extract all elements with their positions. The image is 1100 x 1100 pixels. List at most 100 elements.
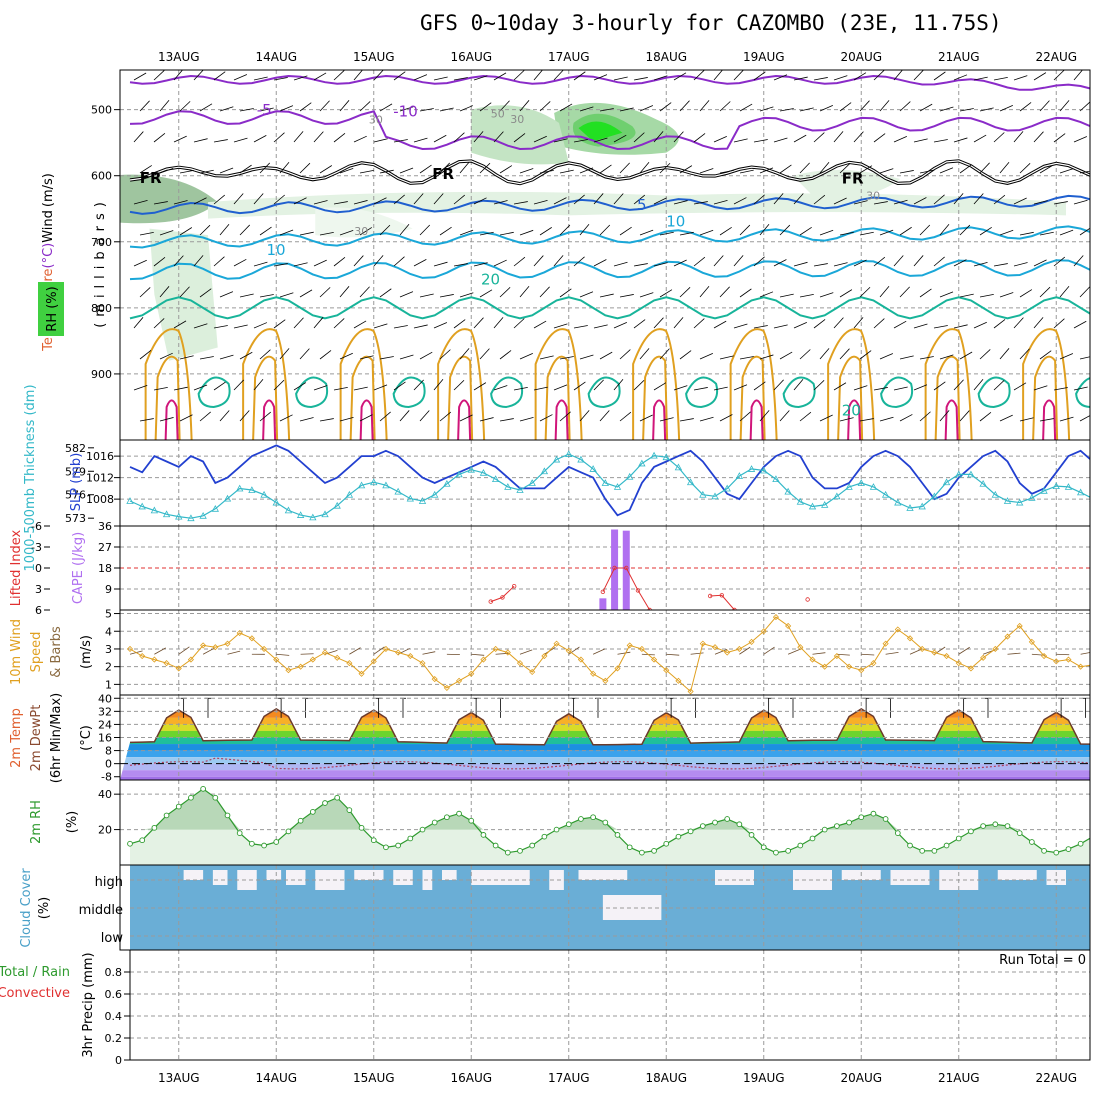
- top-date-label: 14AUG: [255, 50, 297, 64]
- rh-marker: [639, 849, 645, 856]
- wind-barb: [519, 416, 534, 422]
- wind-barb: [893, 386, 908, 391]
- wind-barb: [839, 348, 850, 360]
- wind-speed-marker: [797, 644, 804, 651]
- wind-barb: [453, 319, 466, 329]
- wind-barb: [873, 318, 885, 329]
- wind-barb: [859, 231, 874, 236]
- isotherm-25-cell: [339, 328, 388, 440]
- contour-label: 20: [842, 402, 861, 420]
- rh-marker: [943, 842, 950, 849]
- rh-marker: [188, 794, 194, 801]
- wind-barb: [1019, 417, 1034, 422]
- wind-barb: [959, 164, 972, 174]
- wind-barb: [379, 411, 391, 422]
- wind-barb: [673, 259, 687, 267]
- wind-barb: [879, 229, 894, 236]
- wind-speed-marker: [126, 645, 134, 653]
- thickness-marker: [967, 470, 975, 478]
- rh-marker: [748, 832, 755, 838]
- temp-ylabel-4: (°C): [79, 725, 94, 751]
- wind-barb: [393, 194, 405, 205]
- wind-speed-marker: [772, 614, 780, 621]
- precip-frame: [129, 949, 1091, 1061]
- wind-barb: [233, 324, 248, 329]
- surface-wind-barb: [471, 653, 485, 656]
- wind-barb: [479, 348, 490, 360]
- wind-barb: [299, 348, 310, 360]
- wind-speed-marker: [687, 688, 694, 695]
- thickness-marker: [357, 481, 366, 489]
- wind-barb: [513, 70, 525, 81]
- wind-barb: [553, 138, 568, 143]
- thickness-marker: [211, 504, 219, 512]
- wind-barb: [473, 197, 487, 205]
- surface-wind-barb: [909, 648, 923, 655]
- rh-marker: [590, 814, 596, 821]
- wind-barb: [899, 101, 911, 112]
- wind-speed-marker: [565, 647, 572, 654]
- thickness-marker: [236, 484, 244, 492]
- wind-barb: [1033, 317, 1044, 329]
- thickness-marker: [309, 513, 317, 521]
- temp-band: [120, 730, 1090, 738]
- wind-barb: [293, 262, 308, 267]
- wind-barb: [433, 193, 444, 205]
- wind-barb: [573, 71, 586, 81]
- wind-speed-marker: [516, 660, 524, 667]
- wind-speed-marker: [200, 642, 207, 649]
- wind-barb: [593, 379, 604, 391]
- wind-barb: [893, 70, 903, 81]
- rh-marker: [127, 840, 133, 847]
- rh-marker: [846, 819, 852, 826]
- wind-barb: [739, 411, 751, 422]
- wind-barb: [999, 162, 1010, 174]
- wind-barb: [1019, 289, 1033, 298]
- wind-barb: [819, 348, 830, 360]
- wind-barb: [759, 410, 770, 422]
- wind-barb: [213, 381, 226, 391]
- wind-barb: [513, 256, 526, 267]
- wind-speed-marker: [1053, 658, 1060, 665]
- wind-barb: [493, 72, 507, 81]
- wind-barb: [153, 257, 166, 267]
- rh-marker: [907, 842, 913, 849]
- wind-barb: [759, 167, 774, 174]
- wind-barb: [439, 294, 454, 298]
- precip-ylabel-total-rain: Total / Rain: [0, 965, 70, 980]
- wind-barb: [533, 320, 547, 329]
- wind-tick-label: 2: [105, 661, 112, 674]
- wind-barb: [1019, 102, 1032, 112]
- wind-barb: [353, 135, 367, 143]
- temp-band: [120, 757, 1090, 764]
- thickness-marker: [857, 479, 865, 486]
- contour-label: 10: [666, 213, 685, 231]
- wind-barb: [559, 169, 574, 174]
- wind-barb: [1019, 348, 1030, 360]
- bottom-date-label: 19AUG: [743, 1071, 785, 1085]
- rh-marker: [736, 821, 743, 828]
- wind-barb: [319, 418, 334, 422]
- surface-wind-barb: [1007, 652, 1021, 655]
- wind-speed-marker: [455, 677, 463, 684]
- wind-barb: [233, 137, 248, 143]
- wind-barb: [813, 319, 826, 329]
- wind-barb: [593, 193, 604, 205]
- wind-barb: [333, 70, 345, 81]
- thickness-marker: [821, 501, 829, 508]
- thickness-marker: [808, 502, 817, 510]
- wind-barb: [293, 382, 307, 391]
- wind-barb: [579, 167, 594, 174]
- wind-speed-marker: [699, 640, 706, 647]
- wind-speed-marker: [139, 652, 146, 660]
- wind-barb: [693, 256, 706, 267]
- wind-barb: [953, 74, 968, 81]
- wind-barb: [533, 255, 544, 267]
- rh-marker: [285, 828, 292, 835]
- wind-barb: [659, 231, 674, 236]
- wind-barb: [573, 256, 585, 267]
- wind-barb: [993, 132, 1005, 143]
- wind-barb: [913, 197, 927, 205]
- cloud-gap-high: [393, 870, 413, 885]
- rh-marker: [1065, 846, 1072, 852]
